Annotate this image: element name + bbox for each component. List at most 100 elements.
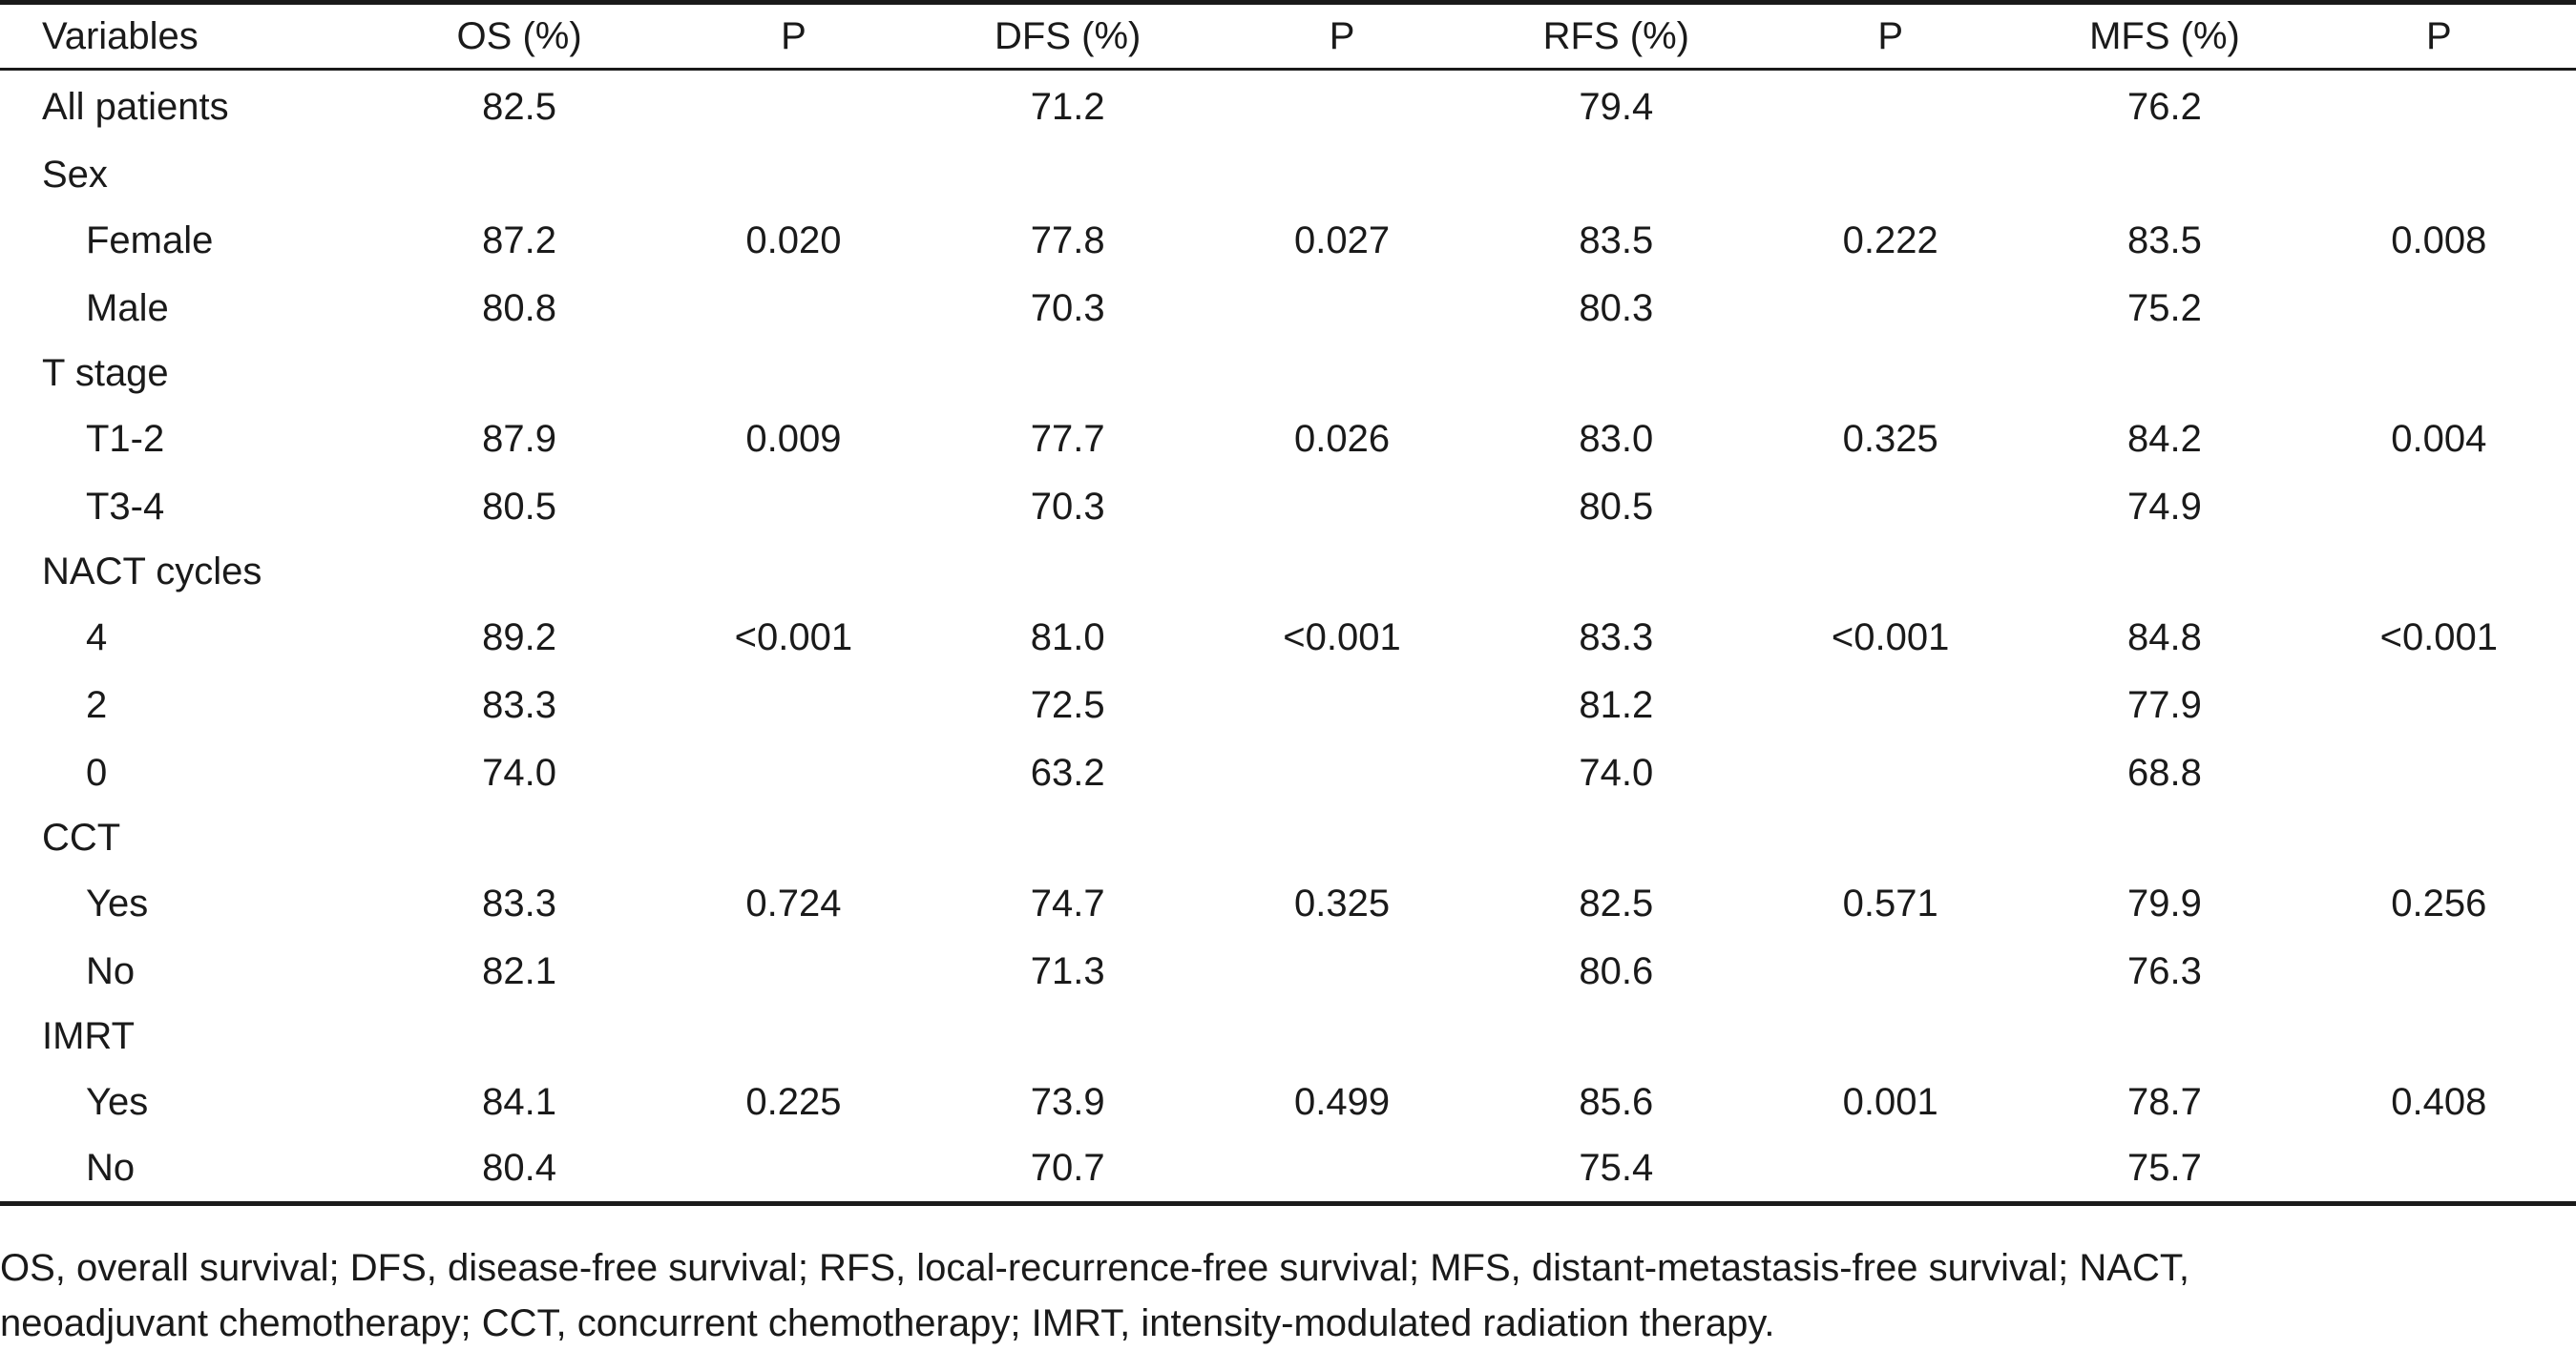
cell-os-p: 0.020 <box>745 218 842 261</box>
cell-dfs-p <box>1204 807 1478 870</box>
cell-rfs <box>1479 343 1753 405</box>
cell-rfs: 81.2 <box>1579 683 1654 726</box>
cell-os <box>382 343 656 405</box>
cell-rfs <box>1479 144 1753 207</box>
cell-rfs: 79.4 <box>1579 85 1654 128</box>
cell-mfs-p <box>2302 343 2576 405</box>
cell-rfs-p: 0.001 <box>1842 1080 1938 1123</box>
cell-mfs <box>2027 1006 2301 1069</box>
cell-variable: T1-2 <box>86 417 165 460</box>
cell-rfs: 75.4 <box>1478 1135 1753 1206</box>
cell-dfs: 71.2 <box>1030 85 1105 128</box>
cell-rfs-p <box>1753 672 2027 739</box>
cell-dfs <box>931 144 1204 207</box>
cell-rfs <box>1479 541 1753 604</box>
cell-mfs-p <box>2302 807 2576 870</box>
cell-os-p: <0.001 <box>734 615 853 658</box>
cell-dfs-p <box>1204 1006 1478 1069</box>
cell-os: 89.2 <box>482 615 557 658</box>
cell-os: 84.1 <box>482 1080 557 1123</box>
cell-mfs <box>2027 807 2301 870</box>
cell-dfs: 81.0 <box>1030 615 1105 658</box>
cell-variable: Male <box>86 286 169 329</box>
cell-mfs: 77.9 <box>2127 683 2202 726</box>
cell-os-p: 0.724 <box>745 882 842 925</box>
footnote-line-2: neoadjuvant chemotherapy; CCT, concurren… <box>0 1302 1775 1344</box>
cell-rfs <box>1479 1006 1753 1069</box>
category-row: NACT cycles <box>0 541 2576 604</box>
table-header: Variables OS (%) P DFS (%) P RFS (%) P M… <box>0 0 2576 71</box>
cell-dfs: 77.8 <box>1030 218 1105 261</box>
cell-mfs-p <box>2302 541 2576 604</box>
cell-mfs: 76.2 <box>2127 85 2202 128</box>
cell-dfs-p <box>1204 938 1478 1006</box>
table-row: Yes 84.1 0.225 73.9 0.499 85.6 0.001 78.7 0.408 <box>0 1069 2576 1136</box>
cell-mfs-p <box>2302 275 2576 343</box>
cell-variable: Sex <box>42 154 108 196</box>
header-row: Variables OS (%) P DFS (%) P RFS (%) P M… <box>0 0 2576 71</box>
cell-variable: T3-4 <box>86 485 165 528</box>
cell-dfs-p <box>1204 343 1478 405</box>
cell-mfs: 75.7 <box>2027 1135 2302 1206</box>
table-row: All patients 82.5 71.2 79.4 76.2 <box>0 70 2576 144</box>
cell-rfs-p: 0.325 <box>1842 417 1938 460</box>
cell-mfs-p <box>2302 739 2576 807</box>
cell-variable: 0 <box>86 751 108 794</box>
cell-os: 83.3 <box>482 683 557 726</box>
cell-os-p <box>657 807 931 870</box>
cell-dfs-p <box>1204 541 1478 604</box>
cell-dfs <box>931 541 1204 604</box>
cell-dfs: 74.7 <box>1030 882 1105 925</box>
cell-dfs: 63.2 <box>1030 751 1105 794</box>
cell-variable: No <box>86 949 136 992</box>
cell-variable: Yes <box>86 1080 149 1123</box>
table-row: T3-4 80.5 70.3 80.5 74.9 <box>0 473 2576 541</box>
cell-mfs-p <box>2302 938 2576 1006</box>
cell-rfs-p <box>1753 1135 2028 1206</box>
footnote-line-1: OS, overall survival; DFS, disease-free … <box>0 1247 2189 1289</box>
cell-dfs-p: 0.499 <box>1293 1080 1391 1123</box>
cell-dfs-p: 0.325 <box>1293 882 1391 925</box>
cell-rfs: 85.6 <box>1579 1080 1654 1123</box>
cell-mfs: 84.2 <box>2127 417 2202 460</box>
cell-dfs-p <box>1204 1135 1479 1206</box>
cell-os <box>382 541 656 604</box>
cell-rfs-p <box>1753 343 2027 405</box>
category-row: T stage <box>0 343 2576 405</box>
table-body: All patients 82.5 71.2 79.4 76.2 Sex Female 87.… <box>0 70 2576 1206</box>
cell-mfs <box>2027 144 2301 207</box>
cell-mfs-p: 0.256 <box>2391 882 2487 925</box>
header-mfs-p: P <box>2301 0 2576 71</box>
cell-os-p <box>657 70 931 144</box>
cell-rfs: 83.0 <box>1579 417 1654 460</box>
cell-os-p <box>657 541 931 604</box>
survival-table: Variables OS (%) P DFS (%) P RFS (%) P M… <box>0 0 2576 1206</box>
cell-rfs: 83.3 <box>1579 615 1654 658</box>
cell-os-p <box>657 938 931 1006</box>
cell-variable: All patients <box>42 85 229 128</box>
cell-os-p: 0.225 <box>745 1080 842 1123</box>
cell-mfs <box>2027 343 2301 405</box>
cell-dfs-p <box>1204 672 1478 739</box>
cell-os: 74.0 <box>482 751 557 794</box>
cell-mfs: 74.9 <box>2127 485 2202 528</box>
table-row: Male 80.8 70.3 80.3 75.2 <box>0 275 2576 343</box>
cell-mfs-p <box>2302 473 2576 541</box>
cell-rfs: 82.5 <box>1579 882 1654 925</box>
cell-rfs-p <box>1753 541 2027 604</box>
cell-os: 80.5 <box>482 485 557 528</box>
cell-dfs: 70.3 <box>1030 286 1105 329</box>
header-rfs: RFS (%) <box>1478 0 1753 71</box>
cell-variable: No <box>0 1135 383 1206</box>
cell-mfs: 84.8 <box>2127 615 2202 658</box>
cell-variable: 2 <box>86 683 108 726</box>
cell-dfs <box>931 807 1204 870</box>
cell-mfs: 76.3 <box>2127 949 2202 992</box>
cell-dfs-p <box>1204 739 1478 807</box>
cell-os-p <box>657 343 931 405</box>
cell-rfs-p <box>1753 144 2027 207</box>
cell-mfs-p: 0.408 <box>2391 1080 2487 1123</box>
cell-rfs: 80.6 <box>1579 949 1654 992</box>
cell-dfs: 72.5 <box>1030 683 1105 726</box>
cell-dfs-p: 0.026 <box>1293 417 1391 460</box>
